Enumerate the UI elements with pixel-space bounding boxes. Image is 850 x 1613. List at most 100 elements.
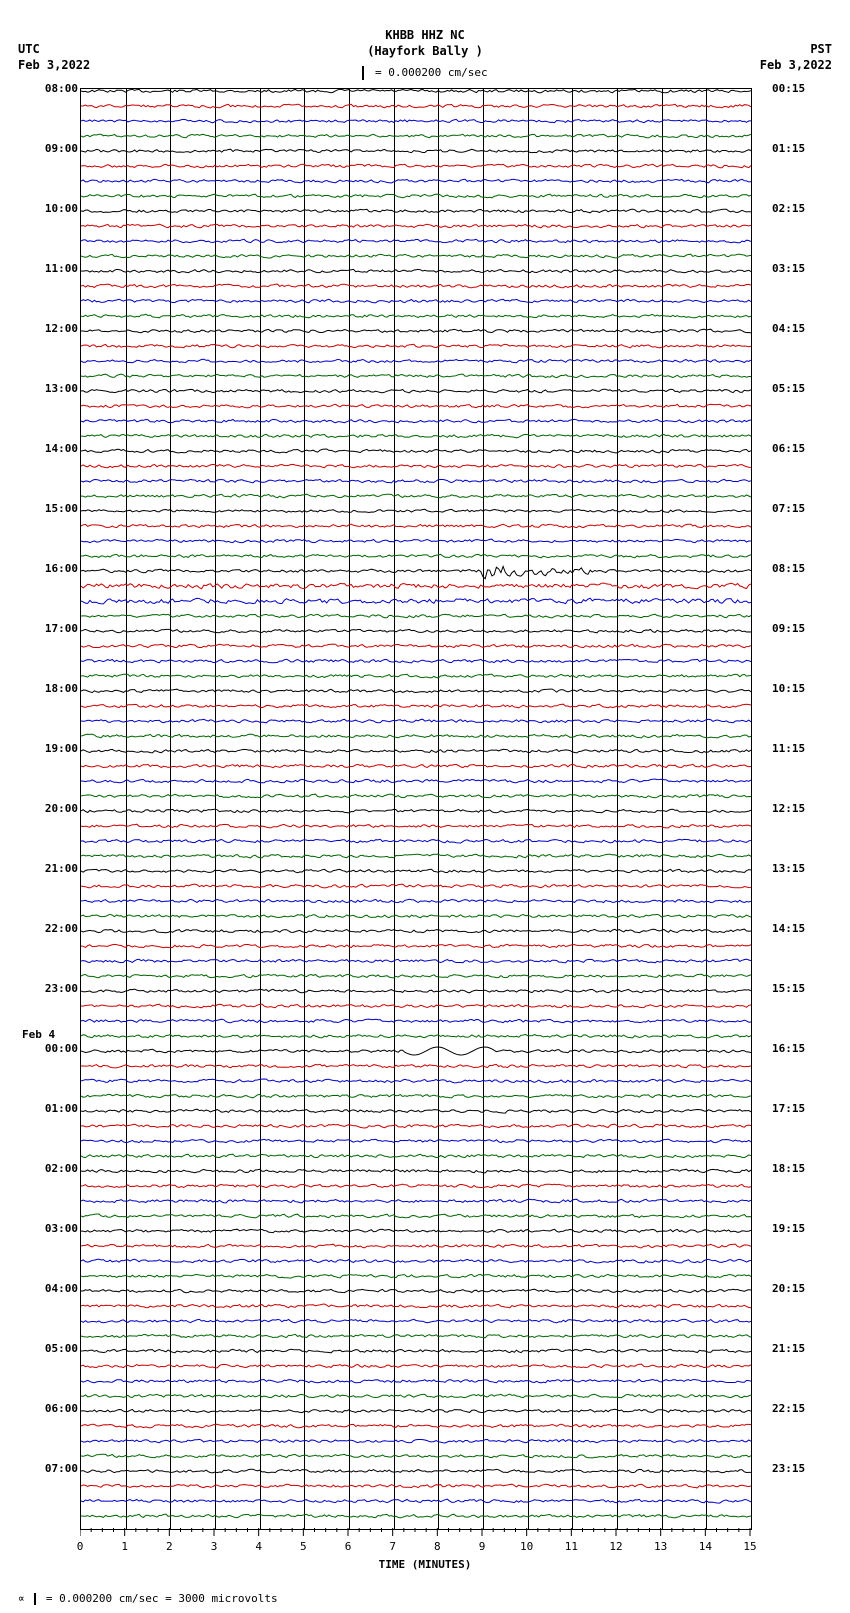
seismic-trace bbox=[81, 1364, 751, 1368]
seismic-trace bbox=[81, 1047, 751, 1055]
seismic-trace bbox=[81, 119, 751, 122]
seismic-trace bbox=[81, 974, 751, 978]
utc-time-label: 13:00 bbox=[40, 382, 78, 395]
seismic-trace bbox=[81, 839, 751, 843]
seismic-trace bbox=[81, 629, 751, 632]
seismic-trace bbox=[81, 269, 751, 272]
seismic-trace bbox=[81, 284, 751, 288]
seismic-trace bbox=[81, 89, 751, 92]
pst-time-label: 19:15 bbox=[772, 1222, 810, 1235]
seismic-trace bbox=[81, 419, 751, 422]
seismic-trace bbox=[81, 404, 751, 408]
seismic-trace bbox=[81, 824, 751, 828]
seismic-trace bbox=[81, 1229, 751, 1232]
seismic-trace bbox=[81, 944, 751, 947]
x-axis-title: TIME (MINUTES) bbox=[0, 1558, 850, 1571]
seismic-trace bbox=[81, 1319, 751, 1323]
seismic-trace bbox=[81, 659, 751, 663]
seismic-trace bbox=[81, 1139, 751, 1143]
seismic-trace bbox=[81, 764, 751, 768]
seismic-trace bbox=[81, 1154, 751, 1158]
seismic-trace bbox=[81, 899, 751, 902]
seismic-trace bbox=[81, 509, 751, 512]
seismic-trace bbox=[81, 749, 751, 753]
seismic-trace bbox=[81, 884, 751, 888]
pst-time-label: 12:15 bbox=[772, 802, 810, 815]
pst-time-label: 13:15 bbox=[772, 862, 810, 875]
seismic-trace bbox=[81, 1244, 751, 1248]
seismic-trace bbox=[81, 1514, 751, 1518]
seismic-trace bbox=[81, 1274, 751, 1278]
seismic-trace bbox=[81, 359, 751, 362]
seismic-trace bbox=[81, 1094, 751, 1098]
seismic-trace bbox=[81, 389, 751, 393]
seismic-trace bbox=[81, 254, 751, 258]
seismic-trace bbox=[81, 1380, 751, 1383]
seismic-trace bbox=[81, 494, 751, 498]
utc-time-label: 06:00 bbox=[40, 1402, 78, 1415]
utc-time-label: 07:00 bbox=[40, 1462, 78, 1475]
seismic-trace bbox=[81, 239, 751, 243]
seismic-trace bbox=[81, 1034, 751, 1038]
seismic-trace bbox=[81, 539, 751, 543]
seismogram-plot bbox=[80, 88, 752, 1530]
seismic-trace bbox=[81, 1004, 751, 1008]
utc-time-label: 20:00 bbox=[40, 802, 78, 815]
seismic-trace bbox=[81, 1394, 751, 1398]
pst-time-label: 16:15 bbox=[772, 1042, 810, 1055]
utc-time-label: 03:00 bbox=[40, 1222, 78, 1235]
pst-time-label: 01:15 bbox=[772, 142, 810, 155]
seismic-trace bbox=[81, 524, 751, 527]
seismic-trace bbox=[81, 869, 751, 872]
seismic-trace bbox=[81, 1214, 751, 1218]
pst-time-label: 09:15 bbox=[772, 622, 810, 635]
seismic-trace bbox=[81, 374, 751, 378]
seismic-trace bbox=[81, 704, 751, 708]
utc-time-label: 23:00 bbox=[40, 982, 78, 995]
seismic-trace bbox=[81, 464, 751, 467]
seismogram-container: KHBB HHZ NC (Hayfork Bally ) = 0.000200 … bbox=[0, 0, 850, 1613]
utc-time-label: 01:00 bbox=[40, 1102, 78, 1115]
scale-indicator: = 0.000200 cm/sec bbox=[0, 66, 850, 80]
seismic-trace bbox=[81, 598, 751, 604]
x-axis-ticks bbox=[80, 1528, 752, 1542]
seismic-trace bbox=[81, 104, 751, 108]
seismic-trace bbox=[81, 914, 751, 917]
seismic-trace bbox=[81, 1184, 751, 1188]
pst-time-label: 14:15 bbox=[772, 922, 810, 935]
seismic-trace bbox=[81, 1409, 751, 1412]
utc-time-label: 05:00 bbox=[40, 1342, 78, 1355]
pst-time-label: 20:15 bbox=[772, 1282, 810, 1295]
seismic-trace bbox=[81, 194, 751, 198]
seismic-trace bbox=[81, 959, 751, 963]
utc-time-label: 21:00 bbox=[40, 862, 78, 875]
seismic-trace bbox=[81, 929, 751, 933]
scale-text: = 0.000200 cm/sec bbox=[375, 66, 488, 79]
seismic-trace bbox=[81, 164, 751, 168]
seismic-trace bbox=[81, 854, 751, 858]
pst-time-label: 21:15 bbox=[772, 1342, 810, 1355]
seismic-trace bbox=[81, 299, 751, 303]
seismic-trace bbox=[81, 1349, 751, 1353]
pst-time-label: 17:15 bbox=[772, 1102, 810, 1115]
footer-text: = 0.000200 cm/sec = 3000 microvolts bbox=[46, 1592, 278, 1605]
pst-time-label: 11:15 bbox=[772, 742, 810, 755]
seismic-trace bbox=[81, 134, 751, 138]
seismic-trace bbox=[81, 614, 751, 618]
seismic-trace bbox=[81, 1499, 751, 1503]
seismic-trace bbox=[81, 1454, 751, 1458]
utc-time-label: 22:00 bbox=[40, 922, 78, 935]
utc-time-label: 10:00 bbox=[40, 202, 78, 215]
seismic-trace bbox=[81, 1334, 751, 1337]
seismic-trace bbox=[81, 689, 751, 693]
seismic-trace bbox=[81, 479, 751, 483]
seismic-trace bbox=[81, 809, 751, 813]
seismic-trace bbox=[81, 344, 751, 348]
pst-time-label: 04:15 bbox=[772, 322, 810, 335]
seismic-trace bbox=[81, 1169, 751, 1173]
timezone-right: PST bbox=[810, 42, 832, 56]
scale-bar-icon bbox=[362, 66, 364, 80]
seismic-trace bbox=[81, 989, 751, 993]
pst-time-label: 03:15 bbox=[772, 262, 810, 275]
seismic-trace bbox=[81, 674, 751, 678]
